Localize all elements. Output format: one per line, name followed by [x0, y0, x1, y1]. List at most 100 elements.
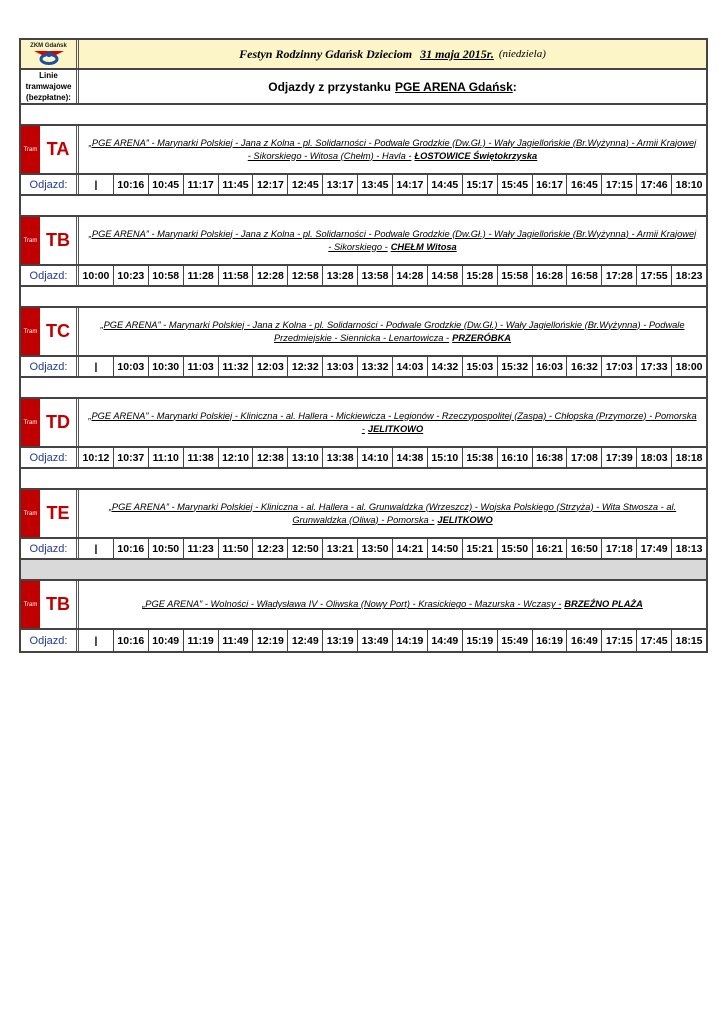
departure-time: 13:49 [358, 630, 394, 651]
departure-label: Odjazd: [21, 357, 79, 376]
departure-time: 14:32 [428, 357, 463, 376]
route-stops: „PGE ARENA” - Marynarki Polskiej - Jana … [88, 228, 697, 252]
departure-time: 10:50 [149, 539, 184, 558]
departure-time: 12:38 [253, 448, 289, 467]
departure-time: 15:21 [463, 539, 498, 558]
departure-time: 11:45 [219, 175, 254, 194]
departure-time: 17:08 [567, 448, 603, 467]
departure-time: 17:49 [637, 539, 673, 558]
departure-time: 11:10 [149, 448, 184, 467]
zkm-logo: ZKM Gdańsk [21, 40, 79, 68]
route-destination: JELITKOWO [367, 423, 424, 434]
line-number: TB [46, 594, 70, 614]
departure-time: 10:58 [149, 266, 184, 285]
departure-time: 15:32 [498, 357, 533, 376]
departure-times-row: Odjazd: 10:12 10:37 11:10 11:38 12:10 12:38 13:… [21, 448, 706, 469]
departure-time: 17:15 [602, 630, 638, 651]
departure-time: 11:28 [184, 266, 219, 285]
label-line-3: (bezpłatne): [26, 93, 71, 102]
departure-time: 16:19 [533, 630, 568, 651]
departure-time: 16:32 [567, 357, 603, 376]
departure-time: 11:23 [184, 539, 219, 558]
departure-time: 10:37 [114, 448, 149, 467]
departure-time: 13:38 [323, 448, 359, 467]
departure-time: 12:45 [288, 175, 324, 194]
departure-time: 13:58 [358, 266, 394, 285]
departure-time: 15:58 [498, 266, 533, 285]
spacer-row [21, 287, 706, 308]
departures-heading: Odjazdy z przystanku PGE ARENA Gdańsk: [79, 70, 706, 103]
departure-time: 15:17 [463, 175, 498, 194]
line-badge: Tram TD [21, 399, 79, 446]
departure-time: 17:39 [602, 448, 638, 467]
departure-time: 14:50 [428, 539, 463, 558]
departure-times-row: Odjazd: 10:00 10:23 10:58 11:28 11:58 12:28 12:… [21, 266, 706, 287]
heading-prefix: Odjazdy z przystanku [268, 79, 391, 94]
departure-time: 14:45 [428, 175, 463, 194]
departure-time: 15:49 [498, 630, 533, 651]
departure-time: 12:19 [253, 630, 289, 651]
departure-label: Odjazd: [21, 539, 79, 558]
line-badge: Tram TC [21, 308, 79, 355]
departure-times-row: Odjazd: | 10:16 10:50 11:23 11:50 12:23 12:50 13… [21, 539, 706, 560]
departure-time: 10:30 [149, 357, 184, 376]
route-destination: ŁOSTOWICE Świętokrzyska [414, 150, 538, 161]
subheader-row: Linie tramwajowe (bezpłatne): Odjazdy z pr… [21, 70, 706, 105]
departure-time: 13:17 [323, 175, 359, 194]
departure-time: 18:00 [675, 360, 703, 373]
departure-time: 12:03 [253, 357, 289, 376]
tram-tag: Tram [21, 308, 40, 355]
departure-time: 16:21 [533, 539, 568, 558]
route-row: Tram TA „PGE ARENA” - Marynarki Polskiej -… [21, 126, 706, 175]
departure-time: 15:10 [428, 448, 463, 467]
logo-text: ZKM Gdańsk [30, 43, 67, 49]
departure-time: 14:58 [428, 266, 463, 285]
departure-time: 17:33 [637, 357, 673, 376]
spacer-row [21, 196, 706, 217]
departure-time: 13:50 [358, 539, 394, 558]
lines-label: Linie tramwajowe (bezpłatne): [21, 70, 79, 103]
departure-time: 14:19 [393, 630, 428, 651]
departure-time: 14:17 [393, 175, 428, 194]
routes: Tram TA „PGE ARENA” - Marynarki Polskiej -… [21, 105, 706, 651]
departure-time: 18:10 [675, 178, 703, 191]
line-number: TC [46, 321, 70, 341]
departure-time: 16:58 [567, 266, 603, 285]
line-badge: Tram TA [21, 126, 79, 173]
title: Festyn Rodzinny Gdańsk Dzieciom [239, 46, 413, 61]
departure-time: 12:23 [253, 539, 289, 558]
departure-time: 16:03 [533, 357, 568, 376]
label-line-1: Linie [39, 71, 58, 80]
route-description: „PGE ARENA” - Marynarki Polskiej - Klini… [79, 399, 706, 446]
departure-time: 18:15 [675, 634, 703, 647]
line-number: TB [46, 230, 70, 250]
departure-time: 16:38 [533, 448, 568, 467]
departure-time: 16:49 [567, 630, 603, 651]
departure-time: 11:38 [184, 448, 219, 467]
route-stops: „PGE ARENA” - Marynarki Polskiej - Klini… [108, 501, 677, 525]
line-badge: Tram TB [21, 217, 79, 264]
line-number: TD [46, 412, 70, 432]
departure-time: | [79, 539, 114, 558]
departure-time: 11:58 [219, 266, 254, 285]
departure-time: 11:03 [184, 357, 219, 376]
departure-time: 11:17 [184, 175, 219, 194]
route-row: Tram TC „PGE ARENA” - Marynarki Polskiej -… [21, 308, 706, 357]
event-title: Festyn Rodzinny Gdańsk Dzieciom 31 maja … [79, 40, 706, 68]
route-description: „PGE ARENA” - Marynarki Polskiej - Jana … [79, 308, 706, 355]
departure-time: 10:12 [79, 448, 114, 467]
departure-time: 17:46 [637, 175, 673, 194]
departure-time: 15:50 [498, 539, 533, 558]
departure-time: 16:10 [498, 448, 533, 467]
route-description: „PGE ARENA” - Wolności - Władysława IV -… [79, 581, 706, 628]
departure-time: 14:49 [428, 630, 463, 651]
route-text: „PGE ARENA” - Marynarki Polskiej - Jana … [87, 228, 698, 254]
spacer-row [21, 105, 706, 126]
departure-time: 13:28 [323, 266, 359, 285]
departure-time: 10:03 [114, 357, 149, 376]
route-destination: PRZERÓBKA [452, 332, 512, 343]
departure-time: 14:03 [393, 357, 428, 376]
departure-label: Odjazd: [21, 175, 79, 194]
departure-time: 10:16 [114, 539, 149, 558]
route-stops: „PGE ARENA” - Marynarki Polskiej - Jana … [88, 137, 697, 161]
